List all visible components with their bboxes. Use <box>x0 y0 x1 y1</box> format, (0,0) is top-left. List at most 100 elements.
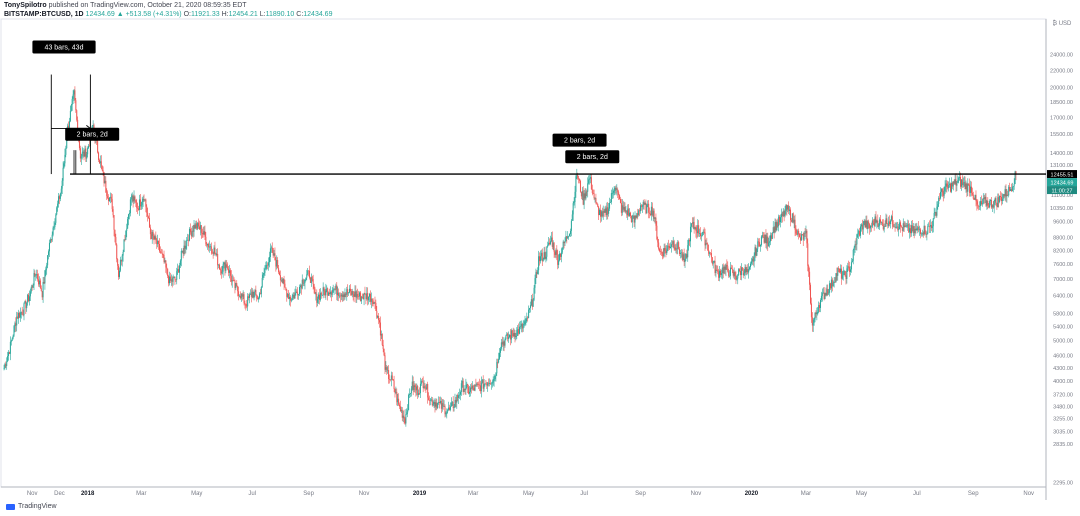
candle-body <box>599 209 601 217</box>
candle-body <box>54 222 56 227</box>
candle-body <box>940 191 942 199</box>
candle-body <box>749 267 751 270</box>
candle-body <box>410 388 412 394</box>
candle-body <box>252 291 254 298</box>
candle-body <box>830 279 832 289</box>
candle-body <box>604 208 606 213</box>
candle-body <box>457 395 459 398</box>
candle-body <box>1009 186 1011 191</box>
candle-body <box>491 383 493 384</box>
candle-body <box>850 262 852 270</box>
candle-body <box>966 183 968 192</box>
candle-body <box>142 198 144 202</box>
candle-body <box>258 297 260 300</box>
candle-body <box>692 221 694 224</box>
candle-body <box>699 233 701 234</box>
candle-body <box>279 275 281 281</box>
candle-body <box>937 204 939 207</box>
symbol-label[interactable]: BITSTAMP:BTCUSD, 1D <box>4 11 84 18</box>
candle-body <box>860 224 862 227</box>
candle-body <box>574 191 576 203</box>
candle-body <box>188 239 190 241</box>
candle-body <box>587 183 589 192</box>
candle-body <box>613 191 615 193</box>
candle-body <box>362 297 364 300</box>
candle-body <box>231 280 233 282</box>
candle-body <box>308 270 310 272</box>
candle-body <box>626 210 628 216</box>
candle-body <box>722 267 724 274</box>
candle-body <box>493 378 495 382</box>
candle-body <box>719 270 721 278</box>
candle-body <box>507 333 509 339</box>
candle-body <box>531 299 533 307</box>
candle-body <box>334 289 336 291</box>
low-value: 11890.10 <box>265 11 295 18</box>
measure-tag-text: 43 bars, 43d <box>45 45 84 52</box>
candle-body <box>449 407 451 410</box>
candle-body <box>930 225 932 227</box>
candle-body <box>881 222 883 225</box>
candle-body <box>891 216 893 225</box>
candle-body <box>368 296 370 301</box>
candle-body <box>440 401 442 409</box>
candle-body <box>43 281 45 284</box>
candle-body <box>661 251 663 254</box>
measure-tag-text: 2 bars, 2d <box>77 132 108 139</box>
candle-body <box>451 402 453 403</box>
candle-body <box>106 192 108 197</box>
candle-body <box>327 288 329 296</box>
price-change: +513.58 (+4.31%) <box>125 11 182 18</box>
measure-tag-text: 2 bars, 2d <box>564 138 595 145</box>
y-tick-label: 3035.00 <box>1053 429 1073 435</box>
candle-body <box>601 211 603 217</box>
candle-body <box>901 227 903 231</box>
candle-body <box>177 269 179 272</box>
candle-body <box>907 224 909 226</box>
candle-body <box>950 182 952 192</box>
candle-body <box>52 227 54 235</box>
candle-body <box>747 269 749 273</box>
candle-body <box>78 139 80 149</box>
candle-body <box>233 280 235 281</box>
candle-body <box>180 251 182 261</box>
candle-body <box>211 249 213 254</box>
candle-body <box>38 280 40 285</box>
candle-body <box>436 402 438 409</box>
candle-body <box>597 203 599 207</box>
candle-body <box>275 260 277 267</box>
candle-body <box>46 265 48 269</box>
candle-body <box>328 292 330 296</box>
candle-body <box>92 125 94 126</box>
candle-body <box>223 262 225 265</box>
candle-body <box>358 296 360 297</box>
candle-body <box>145 199 147 207</box>
candle-body <box>217 253 219 266</box>
candle-body <box>951 182 953 187</box>
author-name[interactable]: TonySpilotro <box>4 2 47 9</box>
candle-body <box>398 398 400 405</box>
candle-body <box>456 395 458 403</box>
candle-body <box>954 179 956 184</box>
candle-body <box>42 281 44 298</box>
candle-body <box>620 203 622 213</box>
candle-body <box>797 230 799 235</box>
candle-body <box>699 233 701 237</box>
candle-body <box>760 236 762 246</box>
candle-body <box>304 279 306 283</box>
candle-body <box>267 264 269 266</box>
candle-body <box>585 191 587 199</box>
candle-body <box>916 228 918 231</box>
candle-body <box>102 170 104 173</box>
candle-body <box>944 186 946 191</box>
candle-body <box>871 220 873 227</box>
tradingview-logo[interactable]: TradingView <box>6 503 57 510</box>
candle-body <box>305 277 307 280</box>
candle-body <box>38 279 40 285</box>
candle-body <box>427 383 429 398</box>
y-tick-label: 4600.00 <box>1053 354 1073 360</box>
candle-body <box>69 110 71 122</box>
candle-body <box>123 239 125 252</box>
candle-body <box>711 257 713 264</box>
